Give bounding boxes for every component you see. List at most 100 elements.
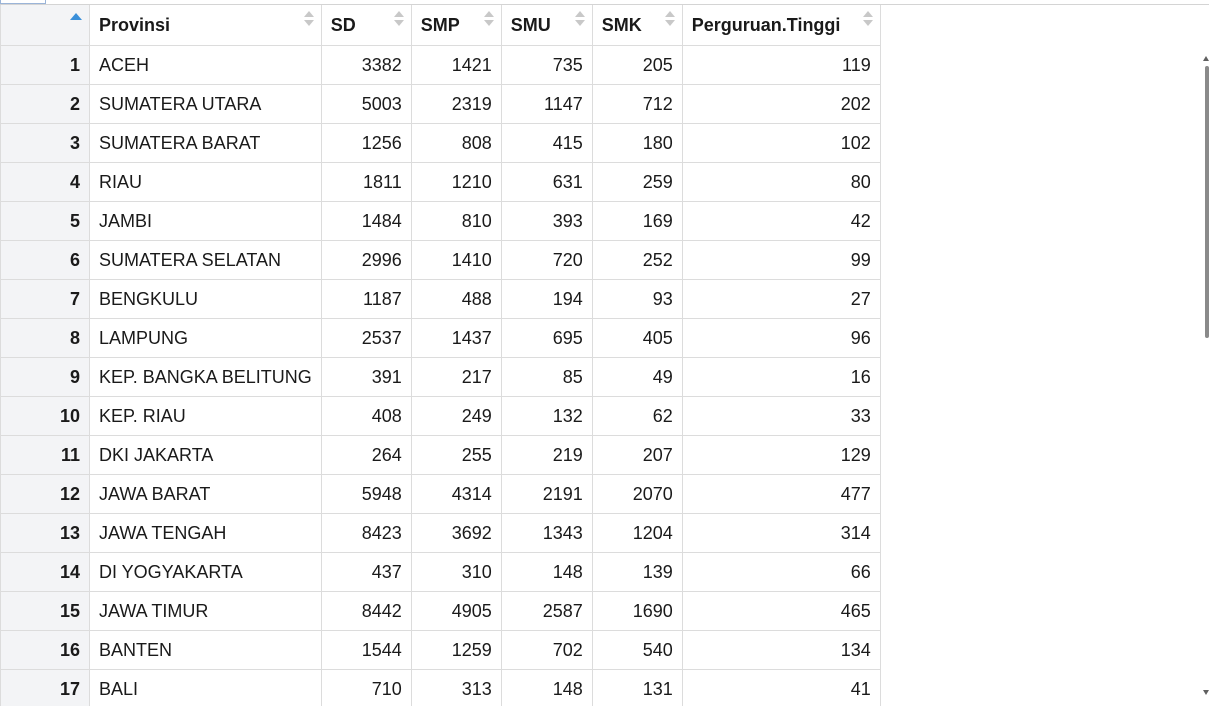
column-header-label: Provinsi [99, 14, 171, 35]
column-header-rownames[interactable] [0, 5, 90, 46]
cell-provinsi: LAMPUNG [89, 318, 322, 358]
cell-perguruan-tinggi: 314 [681, 513, 881, 553]
cell-perguruan-tinggi: 202 [681, 84, 881, 124]
column-header-smu[interactable]: SMU [500, 5, 593, 46]
cell-sd: 1256 [320, 123, 412, 163]
cell-provinsi: DKI JAKARTA [89, 435, 322, 475]
cell-smp: 488 [410, 279, 502, 319]
scroll-down-arrow-icon[interactable] [1203, 690, 1209, 695]
cell-smk: 49 [591, 357, 683, 397]
cell-perguruan-tinggi: 42 [681, 201, 881, 241]
cell-smk: 139 [591, 552, 683, 592]
sort-both-icon[interactable] [393, 11, 404, 27]
cell-provinsi: JAWA TENGAH [89, 513, 322, 553]
cell-smp: 810 [410, 201, 502, 241]
vertical-scrollbar-thumb[interactable] [1205, 66, 1209, 338]
table-row: 13 JAWA TENGAH 8423 3692 1343 1204 314 [0, 513, 881, 553]
column-header-label: Perguruan.Tinggi [691, 14, 841, 35]
cell-smu: 219 [500, 435, 593, 475]
cell-smp: 1259 [410, 630, 502, 670]
cell-smk: 169 [591, 201, 683, 241]
cell-perguruan-tinggi: 119 [681, 45, 881, 85]
cell-smp: 3692 [410, 513, 502, 553]
cell-sd: 391 [320, 357, 412, 397]
cell-perguruan-tinggi: 16 [681, 357, 881, 397]
table-row: 2 SUMATERA UTARA 5003 2319 1147 712 202 [0, 84, 881, 124]
cell-smp: 1437 [410, 318, 502, 358]
cell-smk: 405 [591, 318, 683, 358]
cell-sd: 5003 [320, 84, 412, 124]
cell-smp: 1410 [410, 240, 502, 280]
column-header-label: SMP [420, 14, 460, 35]
cell-smk: 2070 [591, 474, 683, 514]
table-row: 5 JAMBI 1484 810 393 169 42 [0, 201, 881, 241]
cell-provinsi: KEP. BANGKA BELITUNG [89, 357, 322, 397]
cell-smk: 93 [591, 279, 683, 319]
cell-provinsi: JAMBI [89, 201, 322, 241]
cell-smu: 702 [500, 630, 593, 670]
sort-both-icon[interactable] [574, 11, 585, 27]
cell-provinsi: JAWA TIMUR [89, 591, 322, 631]
cell-perguruan-tinggi: 134 [681, 630, 881, 670]
cell-smp: 2319 [410, 84, 502, 124]
cell-smu: 194 [500, 279, 593, 319]
cell-provinsi: BALI [89, 669, 322, 706]
corner-handle[interactable] [0, 0, 46, 4]
sort-both-icon[interactable] [664, 11, 675, 27]
sort-both-icon[interactable] [483, 11, 494, 27]
cell-smp: 217 [410, 357, 502, 397]
row-number: 10 [0, 396, 90, 436]
cell-sd: 5948 [320, 474, 412, 514]
cell-smk: 180 [591, 123, 683, 163]
cell-perguruan-tinggi: 41 [681, 669, 881, 706]
cell-smk: 540 [591, 630, 683, 670]
cell-provinsi: JAWA BARAT [89, 474, 322, 514]
row-number: 2 [0, 84, 90, 124]
cell-perguruan-tinggi: 96 [681, 318, 881, 358]
column-header-sd[interactable]: SD [320, 5, 412, 46]
cell-perguruan-tinggi: 129 [681, 435, 881, 475]
cell-perguruan-tinggi: 33 [681, 396, 881, 436]
table-row: 12 JAWA BARAT 5948 4314 2191 2070 477 [0, 474, 881, 514]
row-number: 17 [0, 669, 90, 706]
column-header-label: SMK [601, 14, 642, 35]
column-header-smp[interactable]: SMP [410, 5, 502, 46]
cell-smu: 415 [500, 123, 593, 163]
cell-provinsi: KEP. RIAU [89, 396, 322, 436]
cell-smu: 85 [500, 357, 593, 397]
cell-sd: 1484 [320, 201, 412, 241]
cell-smu: 148 [500, 552, 593, 592]
row-number: 9 [0, 357, 90, 397]
table-row: 3 SUMATERA BARAT 1256 808 415 180 102 [0, 123, 881, 163]
cell-smu: 1343 [500, 513, 593, 553]
cell-provinsi: BENGKULU [89, 279, 322, 319]
cell-smk: 131 [591, 669, 683, 706]
column-header-provinsi[interactable]: Provinsi [89, 5, 322, 46]
row-number: 15 [0, 591, 90, 631]
sort-both-icon[interactable] [862, 11, 873, 27]
cell-smk: 205 [591, 45, 683, 85]
table-row: 6 SUMATERA SELATAN 2996 1410 720 252 99 [0, 240, 881, 280]
sort-both-icon[interactable] [303, 11, 314, 27]
row-number: 8 [0, 318, 90, 358]
cell-smk: 712 [591, 84, 683, 124]
cell-smk: 1690 [591, 591, 683, 631]
column-header-label: SMU [510, 14, 551, 35]
row-number: 4 [0, 162, 90, 202]
table-row: 8 LAMPUNG 2537 1437 695 405 96 [0, 318, 881, 358]
sort-ascending-icon[interactable] [70, 13, 82, 20]
cell-sd: 2996 [320, 240, 412, 280]
cell-sd: 1187 [320, 279, 412, 319]
scroll-up-arrow-icon[interactable] [1203, 56, 1209, 61]
cell-smu: 735 [500, 45, 593, 85]
cell-sd: 264 [320, 435, 412, 475]
cell-smu: 2191 [500, 474, 593, 514]
table-row: 4 RIAU 1811 1210 631 259 80 [0, 162, 881, 202]
cell-smp: 808 [410, 123, 502, 163]
column-header-perguruan-tinggi[interactable]: Perguruan.Tinggi [681, 5, 881, 46]
table-row: 14 DI YOGYAKARTA 437 310 148 139 66 [0, 552, 881, 592]
cell-sd: 8423 [320, 513, 412, 553]
cell-sd: 1544 [320, 630, 412, 670]
column-header-smk[interactable]: SMK [591, 5, 683, 46]
